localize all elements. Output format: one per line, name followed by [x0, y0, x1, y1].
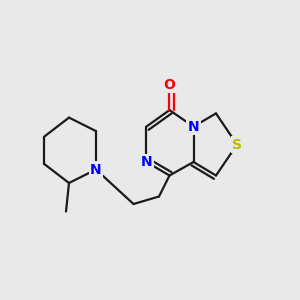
- Text: N: N: [141, 155, 152, 169]
- Text: N: N: [90, 163, 102, 176]
- Text: S: S: [232, 138, 242, 152]
- Text: N: N: [188, 120, 199, 134]
- Text: O: O: [164, 78, 175, 92]
